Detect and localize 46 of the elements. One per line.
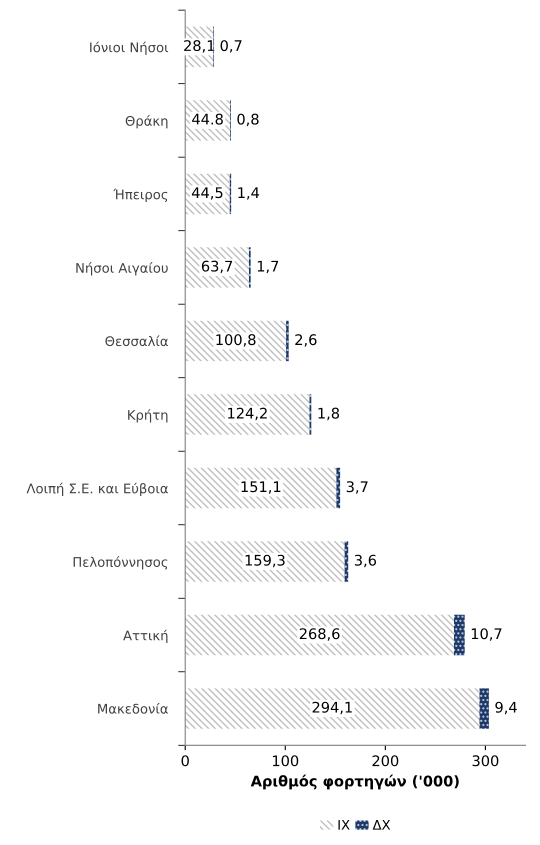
data-label: 0,7 (220, 40, 242, 53)
y-tick-label: Ήπειρος (113, 188, 168, 202)
legend-label: ΙΧ (338, 820, 350, 830)
x-tick-label: 300 (472, 755, 498, 766)
x-tick-label: 100 (272, 755, 298, 766)
x-axis-title: Αριθμός φορτηγών ('000) (250, 774, 459, 790)
bar (185, 614, 454, 656)
bar (185, 541, 345, 582)
data-label: 9,4 (495, 702, 517, 714)
y-tick-label: Μακεδονία (98, 702, 168, 714)
data-label: 2,6 (295, 334, 317, 347)
x-tick-label: 0 (182, 755, 189, 766)
y-tick-label: Θράκη (126, 115, 168, 128)
y-tick-label: Θεσσαλία (105, 335, 168, 346)
y-tick-label: Κρήτη (128, 409, 168, 422)
data-label: 0,8 (237, 114, 259, 126)
bar (344, 541, 348, 582)
y-tick-label: Ιόνιοι Νήσοι (90, 42, 168, 55)
bar (336, 468, 340, 508)
legend-label: ΔΧ (372, 820, 390, 830)
data-label: 151,1 (242, 481, 280, 494)
data-label: 1,4 (238, 187, 260, 200)
bar (185, 468, 336, 508)
y-tick-label: Αττική (123, 630, 168, 644)
data-label: 1,7 (258, 260, 278, 274)
data-label: 63,7 (202, 260, 232, 274)
y-tick-label: Νήσοι Αιγαίου (76, 262, 168, 276)
bar (454, 614, 465, 656)
data-label: 44.8 (192, 114, 223, 125)
data-label: 294,1 (312, 702, 352, 714)
data-label: 268,6 (300, 628, 340, 641)
bar (185, 688, 480, 729)
data-label: 3,7 (346, 481, 368, 494)
x-tick-label: 200 (372, 755, 398, 766)
data-label: 124,2 (228, 408, 267, 420)
data-label: 3,6 (354, 554, 376, 568)
data-label: 1,8 (318, 408, 340, 420)
data-label: 44,5 (192, 187, 222, 200)
data-label: 28,1 (184, 40, 214, 53)
bar (479, 688, 489, 729)
data-label: 10,7 (472, 628, 502, 641)
y-tick-label: Λοιπή Σ.Ε. και Εύβοια (26, 482, 168, 496)
bar (286, 320, 289, 362)
data-label: 159,3 (246, 554, 285, 568)
y-tick-label: Πελοπόννησος (74, 556, 168, 570)
data-label: 100,8 (216, 334, 256, 347)
